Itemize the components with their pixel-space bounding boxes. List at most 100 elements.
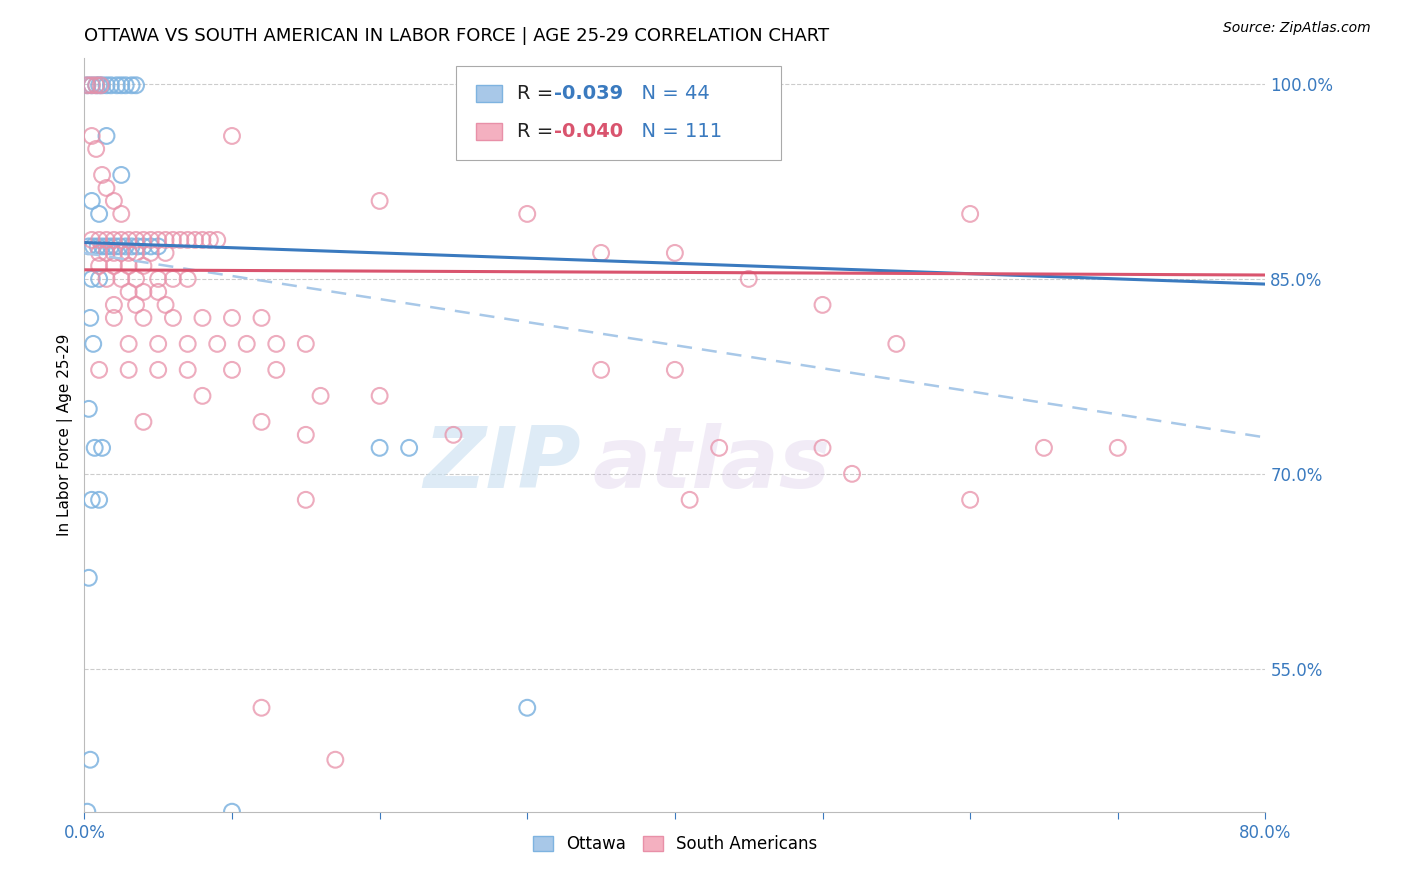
Point xyxy=(77,239,100,253)
Point xyxy=(139,233,162,247)
Point xyxy=(84,142,107,156)
Point xyxy=(738,272,761,286)
Point xyxy=(1107,441,1129,455)
Point xyxy=(368,441,391,455)
Text: N = 111: N = 111 xyxy=(628,122,721,141)
Point xyxy=(76,805,98,819)
Point xyxy=(80,272,103,286)
Point xyxy=(162,233,184,247)
Point xyxy=(591,246,613,260)
Point xyxy=(84,78,107,93)
Text: ZIP: ZIP xyxy=(423,424,581,507)
Point xyxy=(368,194,391,208)
Point xyxy=(155,246,177,260)
Point xyxy=(76,78,98,93)
Point xyxy=(90,78,112,93)
Point xyxy=(295,337,318,351)
Y-axis label: In Labor Force | Age 25-29: In Labor Force | Age 25-29 xyxy=(58,334,73,536)
Point xyxy=(79,753,101,767)
Point xyxy=(250,310,273,325)
Point xyxy=(266,363,288,377)
Point xyxy=(105,78,128,93)
Point xyxy=(679,492,702,507)
Point xyxy=(110,233,132,247)
Point xyxy=(103,310,125,325)
Point xyxy=(250,415,273,429)
Point xyxy=(87,272,111,286)
Point xyxy=(82,239,104,253)
Point xyxy=(118,337,141,351)
Point xyxy=(91,168,114,182)
Text: R =: R = xyxy=(516,84,560,103)
Point xyxy=(295,428,318,442)
Point xyxy=(398,441,420,455)
Point xyxy=(516,90,538,104)
Point xyxy=(80,128,103,143)
Point xyxy=(80,194,103,208)
Point xyxy=(86,239,108,253)
Point xyxy=(368,389,391,403)
Point xyxy=(110,272,132,286)
Point xyxy=(121,239,143,253)
Point xyxy=(664,363,686,377)
Point xyxy=(207,233,229,247)
Point xyxy=(516,700,538,714)
Point xyxy=(100,78,122,93)
Point xyxy=(132,239,155,253)
Point xyxy=(91,78,114,93)
Point xyxy=(148,337,170,351)
Point xyxy=(148,285,170,299)
Point xyxy=(664,246,686,260)
Point xyxy=(80,78,103,93)
Point xyxy=(96,78,118,93)
Point xyxy=(191,389,214,403)
Point xyxy=(96,233,118,247)
Point xyxy=(103,246,125,260)
Bar xyxy=(477,123,502,140)
Point xyxy=(121,78,143,93)
Legend: Ottawa, South Americans: Ottawa, South Americans xyxy=(526,829,824,860)
Point xyxy=(87,246,111,260)
Point xyxy=(87,363,111,377)
Point xyxy=(295,492,318,507)
Point xyxy=(132,233,155,247)
Point xyxy=(177,272,200,286)
Point xyxy=(110,78,132,93)
Point xyxy=(96,181,118,195)
Point xyxy=(114,78,136,93)
Point xyxy=(96,272,118,286)
Point xyxy=(169,233,191,247)
Point xyxy=(325,753,347,767)
Point xyxy=(198,233,221,247)
Text: N = 44: N = 44 xyxy=(628,84,710,103)
Point xyxy=(177,337,200,351)
Point xyxy=(139,239,162,253)
Point xyxy=(87,207,111,221)
Point xyxy=(148,233,170,247)
Point xyxy=(191,310,214,325)
Point xyxy=(80,233,103,247)
Point xyxy=(114,239,136,253)
Point xyxy=(108,239,131,253)
Point xyxy=(125,78,148,93)
Text: -0.039: -0.039 xyxy=(554,84,623,103)
Point xyxy=(103,298,125,312)
Point xyxy=(118,363,141,377)
Point xyxy=(83,441,105,455)
Point xyxy=(127,239,149,253)
Point xyxy=(811,298,834,312)
Point xyxy=(886,337,908,351)
Point xyxy=(221,805,243,819)
Point xyxy=(132,259,155,273)
Point xyxy=(148,239,170,253)
Point xyxy=(103,194,125,208)
Point xyxy=(96,128,118,143)
Point xyxy=(236,337,259,351)
Point xyxy=(125,233,148,247)
Text: Source: ZipAtlas.com: Source: ZipAtlas.com xyxy=(1223,21,1371,35)
Point xyxy=(76,78,98,93)
Point xyxy=(125,298,148,312)
Bar xyxy=(477,86,502,102)
Point xyxy=(110,207,132,221)
Point xyxy=(77,571,100,585)
